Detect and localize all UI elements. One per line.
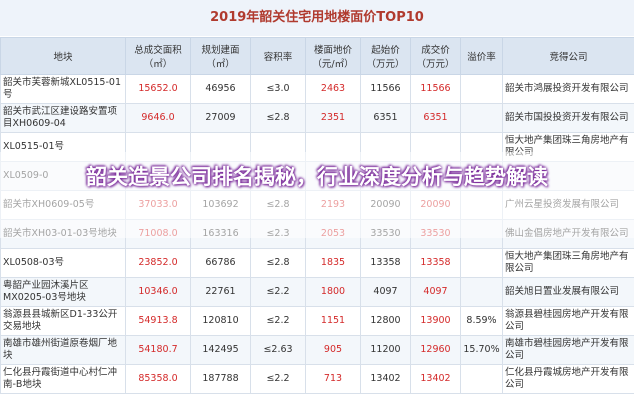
column-header: 容积率 bbox=[250, 37, 306, 75]
table-cell: 仁化县丹霞街道中心村仁冲南-B地块 bbox=[0, 364, 126, 394]
table-cell: 15652.0 bbox=[125, 74, 191, 104]
column-header: 地块 bbox=[0, 37, 126, 75]
column-header: 起始价（万元） bbox=[360, 37, 411, 75]
table-cell: XL0508-03号 bbox=[0, 248, 126, 278]
table-cell bbox=[460, 103, 503, 133]
table-cell: ≤2.8 bbox=[250, 248, 306, 278]
column-header: 楼面地价（元/㎡） bbox=[305, 37, 361, 75]
table-cell: 南雄市雄州街道原卷烟厂地块 bbox=[0, 335, 126, 365]
table-cell: 11566 bbox=[410, 74, 461, 104]
table-cell: ≤2.63 bbox=[250, 335, 306, 365]
table-cell: 2351 bbox=[305, 103, 361, 133]
table-cell: 1835 bbox=[305, 248, 361, 278]
table-cell: 22761 bbox=[190, 277, 251, 307]
table-cell: ≤2.2 bbox=[250, 277, 306, 307]
table-cell: 27009 bbox=[190, 103, 251, 133]
table-cell: 6351 bbox=[360, 103, 411, 133]
table-cell: 85358.0 bbox=[125, 364, 191, 394]
table-row: 粤韶产业园沐溪片区MX0205-03号地块 10346.0 22761 ≤2.2 180… bbox=[0, 277, 634, 307]
table-cell: 13402 bbox=[360, 364, 411, 394]
table-cell: 120810 bbox=[190, 306, 251, 336]
table-cell: 南雄市碧桂园房地产开发有限公司 bbox=[502, 335, 634, 365]
table-cell: 54180.7 bbox=[125, 335, 191, 365]
table-cell bbox=[460, 248, 503, 278]
column-header: 溢价率 bbox=[460, 37, 503, 75]
column-header: 竞得公司 bbox=[502, 37, 634, 75]
table-cell: 粤韶产业园沐溪片区MX0205-03号地块 bbox=[0, 277, 126, 307]
table-cell: 713 bbox=[305, 364, 361, 394]
table-cell: 13358 bbox=[360, 248, 411, 278]
table-cell: 韶关旭日置业发展有限公司 bbox=[502, 277, 634, 307]
table-cell: 142495 bbox=[190, 335, 251, 365]
table-cell: 54913.8 bbox=[125, 306, 191, 336]
table-cell bbox=[460, 277, 503, 307]
table-cell: 1151 bbox=[305, 306, 361, 336]
table-cell: 仁化县丹霞城房地产开发有限公司 bbox=[502, 364, 634, 394]
table-cell: 13358 bbox=[410, 248, 461, 278]
table-cell: 翁源县县城新区D1-33公开交易地块 bbox=[0, 306, 126, 336]
overlay-band bbox=[0, 152, 634, 238]
table-cell: 23852.0 bbox=[125, 248, 191, 278]
table-cell: 13402 bbox=[410, 364, 461, 394]
table-cell bbox=[460, 74, 503, 104]
table-title: 2019年韶关住宅用地楼面价TOP10 bbox=[0, 0, 634, 36]
table-cell: 翁源县碧桂园房地产开发有限公司 bbox=[502, 306, 634, 336]
table-cell: 韶关市芙蓉新城XL0515-01号 bbox=[0, 74, 126, 104]
table-cell: ≤2.8 bbox=[250, 103, 306, 133]
table-cell: 韶关市武江区建设路安置项目XH0609-04 bbox=[0, 103, 126, 133]
table-cell: ≤2.2 bbox=[250, 306, 306, 336]
table-row: 南雄市雄州街道原卷烟厂地块 54180.7 142495 ≤2.63 905 11200 1… bbox=[0, 335, 634, 365]
table-cell: 11566 bbox=[360, 74, 411, 104]
table-cell: 韶关市国投投资开发有限公司 bbox=[502, 103, 634, 133]
table-cell: 66786 bbox=[190, 248, 251, 278]
table-cell: 15.70% bbox=[460, 335, 503, 365]
table-cell: 12960 bbox=[410, 335, 461, 365]
table-cell: 13900 bbox=[410, 306, 461, 336]
table-cell: 12800 bbox=[360, 306, 411, 336]
table-cell: 905 bbox=[305, 335, 361, 365]
table-cell: 2463 bbox=[305, 74, 361, 104]
table-cell: 8.59% bbox=[460, 306, 503, 336]
table-row: XL0508-03号 23852.0 66786 ≤2.8 1835 13358 13358… bbox=[0, 248, 634, 278]
table-cell: 韶关市鸿展投资开发有限公司 bbox=[502, 74, 634, 104]
table-row: 仁化县丹霞街道中心村仁冲南-B地块 85358.0 187788 ≤2.2 713 134… bbox=[0, 364, 634, 394]
table-row: 韶关市武江区建设路安置项目XH0609-04 9646.0 27009 ≤2.8 235… bbox=[0, 103, 634, 133]
table-cell: 4097 bbox=[360, 277, 411, 307]
table-cell: 4097 bbox=[410, 277, 461, 307]
table-cell: 187788 bbox=[190, 364, 251, 394]
table-cell: ≤2.2 bbox=[250, 364, 306, 394]
table-cell: 46956 bbox=[190, 74, 251, 104]
header-row: 地块 总成交面积（㎡） 规划建面（㎡） 容积率 楼面地价（元/㎡） 起始价（万元） 成交价（… bbox=[0, 37, 634, 75]
table-cell: 6351 bbox=[410, 103, 461, 133]
table-cell: 1800 bbox=[305, 277, 361, 307]
table-cell: ≤3.0 bbox=[250, 74, 306, 104]
table-cell bbox=[460, 364, 503, 394]
table-cell: 9646.0 bbox=[125, 103, 191, 133]
table-cell: 11200 bbox=[360, 335, 411, 365]
headline: 韶关造景公司排名揭秘，行业深度分析与趋势解读 bbox=[86, 165, 548, 189]
column-header: 规划建面（㎡） bbox=[190, 37, 251, 75]
table-row: 翁源县县城新区D1-33公开交易地块 54913.8 120810 ≤2.2 1151 1… bbox=[0, 306, 634, 336]
table-cell: 10346.0 bbox=[125, 277, 191, 307]
table-cell: 恒大地产集团珠三角房地产有限公司 bbox=[502, 248, 634, 278]
table-row: 韶关市芙蓉新城XL0515-01号 15652.0 46956 ≤3.0 2463 115… bbox=[0, 74, 634, 104]
column-header: 总成交面积（㎡） bbox=[125, 37, 191, 75]
column-header: 成交价（万元） bbox=[410, 37, 461, 75]
